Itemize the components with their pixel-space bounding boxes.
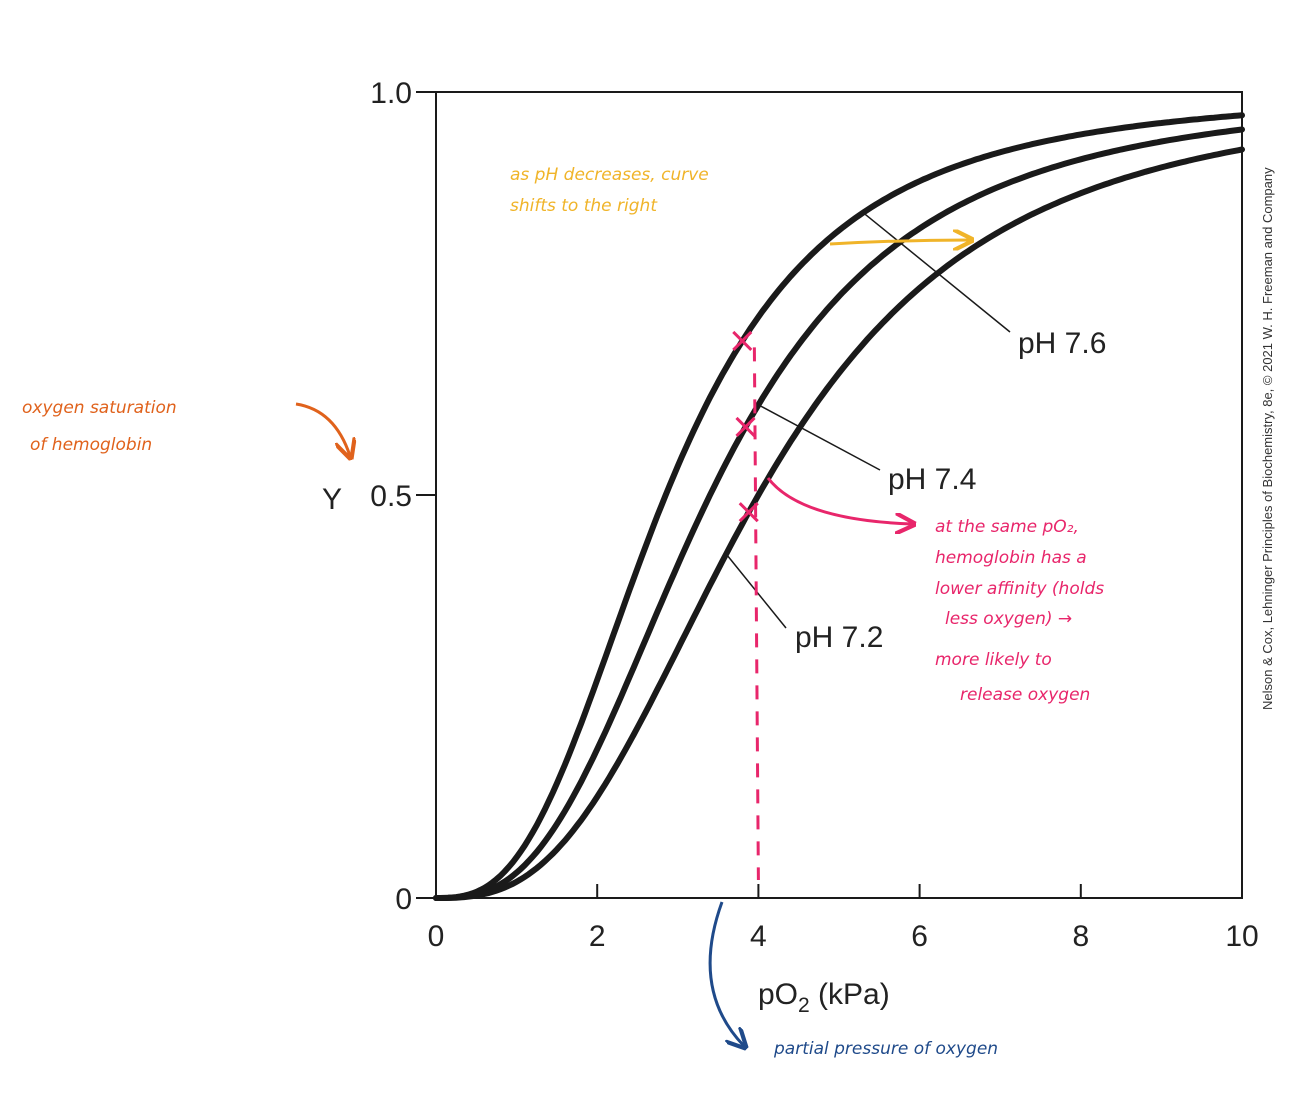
intersection-x-marker (732, 330, 753, 351)
curve-label-ph-7-2: pH 7.2 (795, 621, 883, 654)
shift-note-line-1: as pH decreases, curve (510, 165, 709, 185)
affinity-annotation: at the same pO₂, hemoglobin has a lower … (935, 517, 1104, 705)
x-tick-label: 8 (1072, 920, 1089, 953)
y-tick-label: 0.5 (370, 480, 412, 513)
affinity-note-line-5: more likely to (935, 650, 1052, 670)
curve-leader-line (758, 404, 881, 471)
y-note-line-1: oxygen saturation (22, 398, 177, 418)
y-tick-label: 0 (395, 883, 412, 916)
affinity-note-line-1: at the same pO₂, (935, 517, 1079, 537)
affinity-note-line-3: lower affinity (holds (935, 579, 1104, 599)
intersection-x-marker (738, 502, 759, 523)
curve-leader-line (862, 212, 1011, 333)
figure-credit: Nelson & Cox, Lehninger Principles of Bi… (1260, 167, 1275, 710)
x-axis-title-main: pO (758, 978, 798, 1011)
curve-series (433, 146, 1245, 901)
reference-markers (732, 330, 760, 881)
axis-ticks: 0 2 4 6 8 10 0 0.5 1.0 (370, 77, 1258, 953)
affinity-note-line-4: less oxygen) → (945, 609, 1072, 629)
curve-series (433, 126, 1245, 901)
curve-series (433, 112, 1245, 901)
curve-label-ph-7-4: pH 7.4 (888, 463, 976, 496)
curve-label-ph-7-6: pH 7.6 (1018, 327, 1106, 360)
y-note-arrow (295, 402, 350, 456)
shift-right-arrow (829, 240, 970, 244)
x-tick-label: 6 (911, 920, 928, 953)
x-axis-title-subscript: 2 (798, 994, 810, 1017)
x-axis-title: pO2 (kPa) (758, 978, 890, 1017)
intersection-x-marker (735, 416, 756, 438)
reference-dashed-line (752, 347, 760, 881)
x-tick-label: 2 (589, 920, 606, 953)
shift-annotation: as pH decreases, curve shifts to the rig… (510, 165, 709, 216)
x-axis-title-unit: (kPa) (810, 978, 890, 1011)
affinity-note-arrow (766, 477, 912, 524)
x-tick-label: 4 (750, 920, 767, 953)
x-note-arrow (708, 901, 744, 1046)
affinity-note-line-6: release oxygen (960, 685, 1090, 705)
curve-group (433, 112, 1245, 901)
affinity-note-line-2: hemoglobin has a (935, 548, 1087, 568)
y-annotation: oxygen saturation of hemoglobin (22, 398, 177, 455)
shift-note-line-2: shifts to the right (510, 196, 658, 216)
y-note-line-2: of hemoglobin (30, 435, 152, 455)
x-tick-label: 0 (428, 920, 445, 953)
y-tick-label: 1.0 (370, 77, 412, 110)
y-axis-title: Y (322, 483, 342, 516)
x-tick-label: 10 (1225, 920, 1258, 953)
x-note: partial pressure of oxygen (773, 1039, 998, 1059)
